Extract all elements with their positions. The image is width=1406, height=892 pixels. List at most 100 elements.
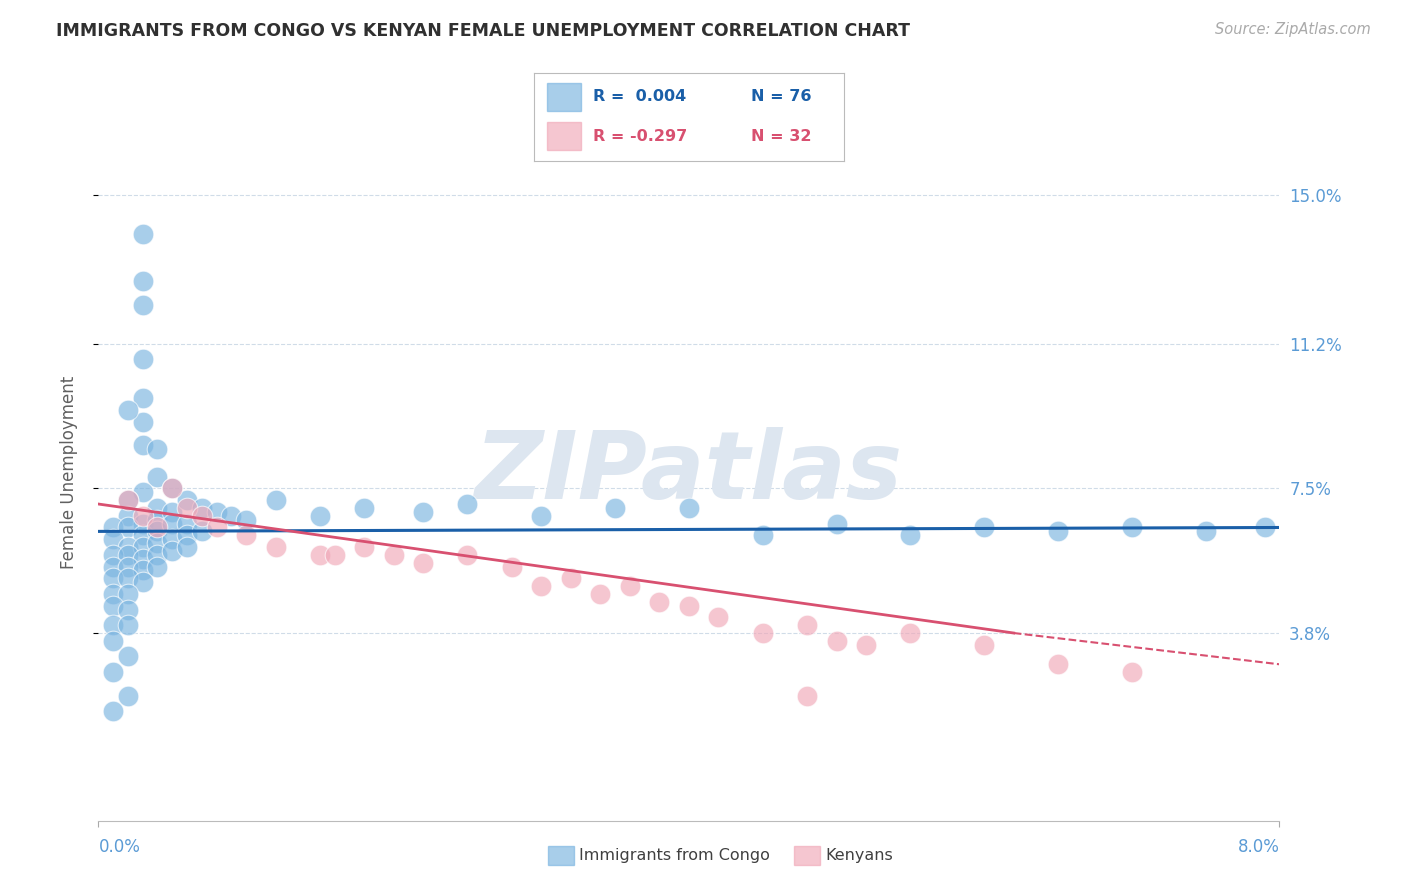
Point — [1254, 520, 1277, 534]
Point — [456, 548, 478, 562]
Point — [117, 602, 139, 616]
Point — [796, 689, 818, 703]
Point — [117, 493, 139, 508]
Point — [323, 548, 346, 562]
Point — [264, 540, 287, 554]
Point — [678, 599, 700, 613]
Point — [678, 500, 700, 515]
Point — [132, 551, 155, 566]
Point — [176, 540, 198, 554]
Text: Kenyans: Kenyans — [825, 848, 893, 863]
Point — [146, 520, 169, 534]
Point — [103, 520, 125, 534]
Point — [162, 482, 183, 496]
Point — [146, 442, 169, 457]
Point — [825, 516, 848, 531]
Point — [117, 540, 139, 554]
Point — [162, 532, 183, 546]
Point — [117, 559, 139, 574]
Point — [191, 524, 214, 539]
Point — [530, 579, 553, 593]
Point — [132, 528, 155, 542]
Text: IMMIGRANTS FROM CONGO VS KENYAN FEMALE UNEMPLOYMENT CORRELATION CHART: IMMIGRANTS FROM CONGO VS KENYAN FEMALE U… — [56, 22, 910, 40]
Point — [146, 500, 169, 515]
Point — [146, 513, 169, 527]
Point — [146, 548, 169, 562]
Point — [132, 540, 155, 554]
Point — [707, 610, 730, 624]
Point — [191, 508, 214, 523]
Point — [235, 513, 257, 527]
Point — [117, 548, 139, 562]
Point — [619, 579, 641, 593]
Point — [560, 571, 582, 585]
Point — [264, 493, 287, 508]
Point — [146, 559, 169, 574]
Point — [1121, 665, 1143, 679]
Point — [117, 689, 139, 703]
Text: Immigrants from Congo: Immigrants from Congo — [579, 848, 770, 863]
Point — [825, 633, 848, 648]
Point — [751, 528, 773, 542]
Point — [162, 544, 183, 558]
Point — [132, 352, 155, 367]
Point — [456, 497, 478, 511]
Point — [176, 500, 198, 515]
Point — [162, 516, 183, 531]
Point — [117, 520, 139, 534]
Point — [353, 500, 375, 515]
Bar — [547, 122, 581, 150]
Bar — [547, 83, 581, 111]
Point — [146, 536, 169, 550]
Point — [103, 571, 125, 585]
Point — [103, 559, 125, 574]
Text: ZIPatlas: ZIPatlas — [475, 426, 903, 519]
Text: 8.0%: 8.0% — [1237, 838, 1279, 856]
Point — [855, 638, 877, 652]
Point — [103, 587, 125, 601]
Y-axis label: Female Unemployment: Female Unemployment — [59, 376, 77, 569]
Point — [132, 508, 155, 523]
Point — [530, 508, 553, 523]
Point — [103, 633, 125, 648]
Text: R =  0.004: R = 0.004 — [593, 89, 686, 104]
Point — [382, 548, 405, 562]
Point — [132, 392, 155, 406]
Point — [176, 528, 198, 542]
Point — [132, 415, 155, 429]
Point — [132, 516, 155, 531]
Point — [146, 469, 169, 483]
Point — [117, 493, 139, 508]
Point — [589, 587, 612, 601]
Point — [191, 500, 214, 515]
Point — [103, 618, 125, 632]
Point — [132, 575, 155, 590]
Point — [132, 227, 155, 242]
Point — [1046, 524, 1069, 539]
Point — [412, 505, 434, 519]
Point — [117, 587, 139, 601]
Point — [605, 500, 627, 515]
Point — [308, 508, 332, 523]
Point — [353, 540, 375, 554]
Point — [412, 556, 434, 570]
Point — [973, 638, 995, 652]
Point — [132, 298, 155, 312]
Point — [235, 528, 257, 542]
Point — [146, 524, 169, 539]
Text: 0.0%: 0.0% — [98, 838, 141, 856]
Point — [205, 520, 228, 534]
Point — [103, 599, 125, 613]
Point — [162, 505, 183, 519]
Text: N = 32: N = 32 — [751, 128, 811, 144]
Point — [796, 618, 818, 632]
Point — [1046, 657, 1069, 672]
Text: N = 76: N = 76 — [751, 89, 811, 104]
Point — [117, 649, 139, 664]
Point — [103, 665, 125, 679]
Point — [176, 493, 198, 508]
Point — [219, 508, 242, 523]
Point — [162, 482, 183, 496]
Point — [308, 548, 332, 562]
Point — [132, 564, 155, 578]
